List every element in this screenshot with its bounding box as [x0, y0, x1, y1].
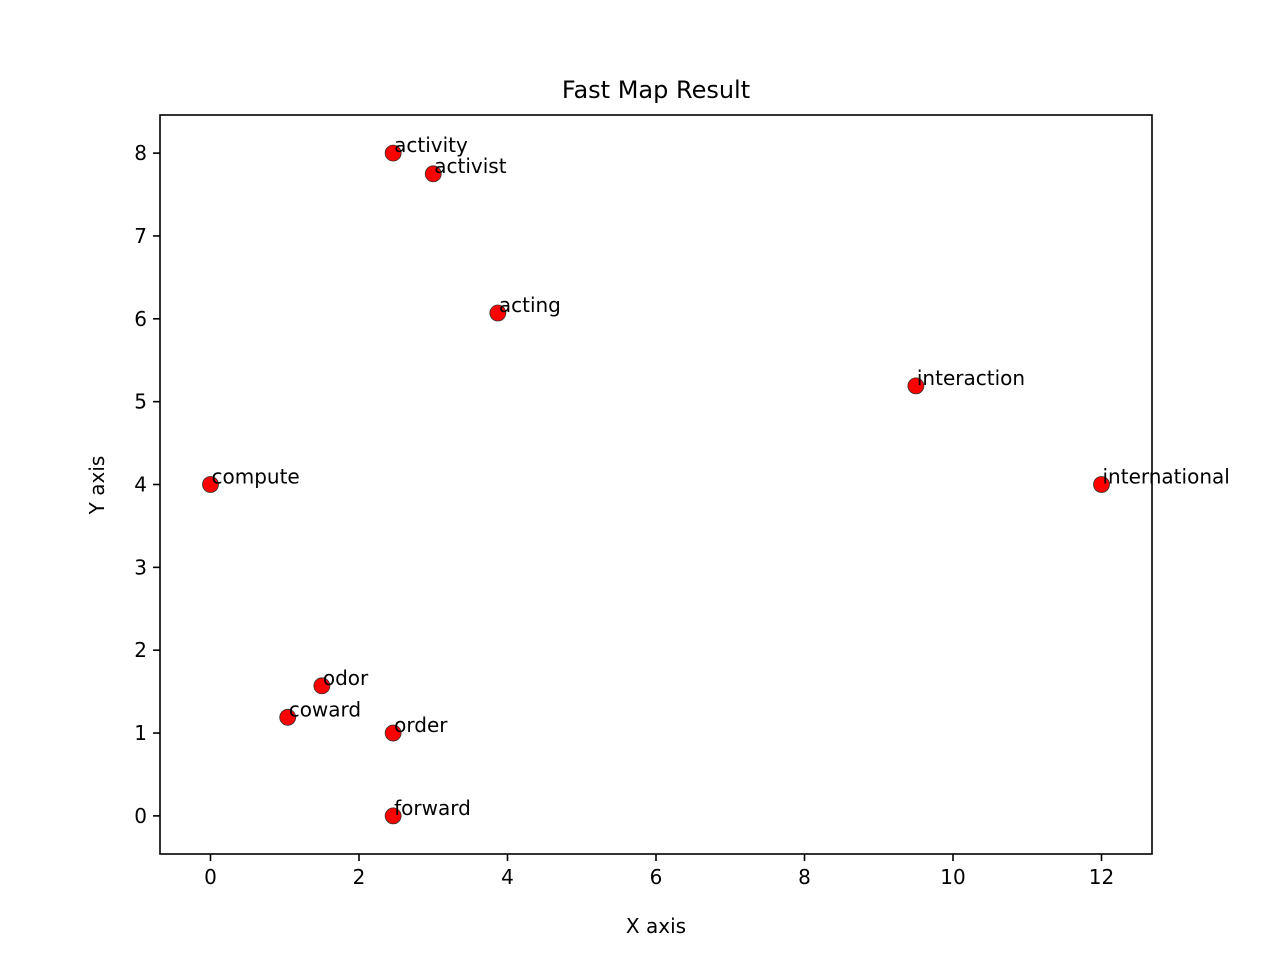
y-tick-label: 4 [134, 473, 147, 497]
point-label: odor [323, 666, 369, 690]
x-tick-label: 2 [353, 865, 366, 889]
y-axis-label: Y axis [85, 456, 109, 516]
point-label: interaction [917, 366, 1025, 390]
data-point [424, 165, 442, 183]
data-point [384, 807, 402, 825]
y-tick-label: 2 [134, 638, 147, 662]
x-tick-label: 10 [940, 865, 965, 889]
x-tick-label: 4 [501, 865, 514, 889]
y-tick-label: 3 [134, 555, 147, 579]
data-point [202, 476, 219, 493]
x-tick-label: 0 [204, 865, 217, 889]
y-tick-label: 7 [134, 224, 147, 248]
data-point [384, 144, 402, 162]
y-tick-label: 0 [134, 804, 147, 828]
data-point [384, 724, 402, 742]
x-axis-label: X axis [626, 914, 686, 938]
point-label: activist [434, 154, 506, 178]
x-tick-label: 8 [798, 865, 811, 889]
data-point [313, 677, 331, 695]
x-tick-label: 6 [650, 865, 663, 889]
y-tick-label: 8 [134, 141, 147, 165]
data-point [279, 708, 297, 726]
y-tick-label: 1 [134, 721, 147, 745]
point-label: forward [394, 796, 471, 820]
y-tick-label: 6 [134, 307, 147, 331]
data-point [489, 304, 507, 322]
x-tick-label: 12 [1089, 865, 1114, 889]
point-label: activity [394, 133, 468, 157]
point-label: acting [499, 293, 561, 317]
point-label: international [1103, 465, 1230, 489]
point-label: order [394, 713, 448, 737]
y-tick-label: 5 [134, 390, 147, 414]
data-point [907, 377, 925, 395]
point-label: coward [289, 697, 361, 721]
data-point [1093, 476, 1110, 493]
point-label: compute [211, 465, 299, 489]
chart-title: Fast Map Result [562, 76, 750, 104]
